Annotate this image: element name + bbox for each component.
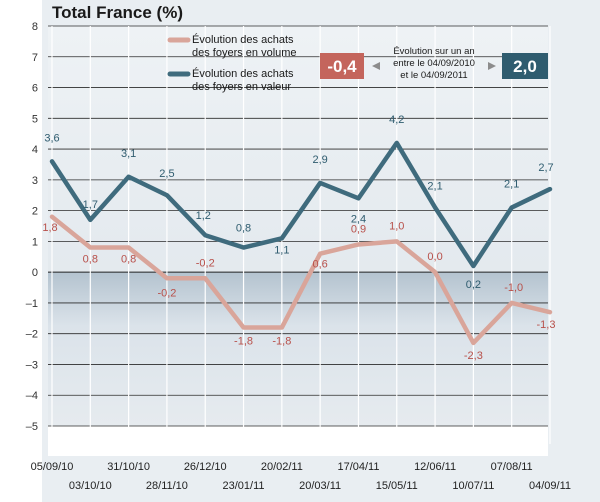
data-label-value: 1,1 [274, 244, 289, 256]
data-label-value: 2,1 [427, 181, 442, 193]
series-line-volume [49, 214, 553, 346]
data-label-value: 2,9 [313, 154, 328, 166]
legend-label-volume-line1: Évolution des achats [192, 33, 294, 46]
x-tick-label: 07/08/11 [491, 461, 533, 473]
data-label-volume: -0,2 [157, 287, 176, 299]
data-label-volume: 1,0 [389, 220, 404, 232]
axis-band [48, 426, 548, 456]
data-label-volume: -1,3 [537, 319, 556, 331]
y-tick-label: 1 [32, 236, 38, 248]
data-label-value: 3,6 [44, 132, 59, 144]
legend-label-value-line2: des foyers en valeur [192, 81, 291, 93]
x-tick-label: 20/03/11 [299, 480, 341, 492]
grid [48, 25, 551, 444]
data-label-volume: 0,6 [313, 259, 328, 271]
chart-title: Total France (%) [52, 3, 183, 22]
annotation-note-line1: Évolution sur un an [393, 46, 474, 57]
x-tick-label: 05/09/10 [31, 461, 74, 473]
data-label-value: 1,7 [83, 199, 98, 211]
y-tick-label: –5 [26, 421, 38, 433]
data-label-value: 3,1 [121, 148, 136, 160]
data-label-volume: -1,0 [504, 282, 523, 294]
data-label-value: 2,4 [351, 213, 366, 225]
data-label-volume: 0,0 [427, 251, 442, 263]
x-tick-label: 31/10/10 [107, 461, 150, 473]
y-tick-label: –2 [26, 329, 38, 341]
y-tick-label: 6 [32, 83, 38, 95]
x-tick-label: 23/01/11 [223, 480, 265, 492]
data-label-value: 4,2 [389, 114, 404, 126]
annotation-value-value: 2,0 [513, 57, 537, 76]
annotation-arrow-left [372, 62, 380, 70]
annotation-value-box [502, 53, 548, 79]
x-tick-label: 17/04/11 [337, 461, 379, 473]
x-tick-label: 03/10/10 [69, 480, 112, 492]
data-label-value: 0,8 [236, 223, 251, 235]
x-ticks: 05/09/10 03/10/10 31/10/10 28/11/10 26/12/10… [31, 461, 571, 492]
y-tick-label: 5 [32, 113, 38, 125]
annotation-volume-value: -0,4 [327, 57, 357, 76]
data-label-value: 2,7 [538, 162, 553, 174]
y-tick-label: 0 [32, 267, 38, 279]
annotation: -0,4 Évolution sur un an entre le 04/09/… [320, 46, 548, 81]
x-tick-label: 26/12/10 [184, 461, 227, 473]
y-tick-label: 2 [32, 206, 38, 218]
x-tick-label: 10/07/11 [452, 480, 494, 492]
data-label-volume: -1,8 [234, 336, 253, 348]
data-label-value: 2,1 [504, 179, 519, 191]
series [49, 140, 553, 346]
x-tick-label: 04/09/11 [529, 480, 571, 492]
annotation-note-line3: et le 04/09/2011 [400, 70, 467, 81]
series-line-value [49, 140, 553, 269]
legend-label-volume-line2: des foyers en volume [192, 47, 297, 59]
legend: Évolution des achats des foyers en volum… [167, 33, 297, 93]
data-label-value: 2,5 [159, 168, 174, 180]
x-tick-label: 28/11/10 [146, 480, 188, 492]
y-tick-label: –3 [26, 359, 38, 371]
data-label-value: 1,2 [196, 210, 211, 222]
data-label-volume: 0,8 [121, 254, 136, 266]
data-label-volume: 0,9 [351, 223, 366, 235]
y-ticks: –5 –4 –3 –2 –1 0 1 2 3 4 5 6 7 8 [26, 21, 38, 433]
data-label-volume: 0,8 [83, 254, 98, 266]
data-label-volume: -1,8 [272, 336, 291, 348]
y-tick-label: –4 [26, 390, 38, 402]
data-label-volume: 1,8 [42, 222, 57, 234]
data-label-volume: -0,2 [196, 257, 215, 269]
data-label-volume: -2,3 [464, 350, 483, 362]
x-tick-label: 12/06/11 [414, 461, 456, 473]
legend-label-value-line1: Évolution des achats [192, 67, 294, 80]
y-tick-label: 4 [32, 144, 38, 156]
data-labels: 3,6 1,7 3,1 2,5 1,2 0,8 1,1 2,9 2,4 4,2 2,1 0,2 2,1 2… [42, 114, 555, 362]
annotation-volume-box [320, 53, 364, 79]
y-tick-label: 3 [32, 175, 38, 187]
x-tick-label: 20/02/11 [261, 461, 303, 473]
annotation-note-line2: entre le 04/09/2010 [393, 58, 475, 69]
x-tick-label: 15/05/11 [376, 480, 418, 492]
data-label-value: 0,2 [466, 279, 481, 291]
annotation-arrow-right [488, 62, 496, 70]
y-tick-label: 8 [32, 21, 38, 33]
y-tick-label: –1 [26, 298, 38, 310]
y-tick-label: 7 [32, 52, 38, 64]
